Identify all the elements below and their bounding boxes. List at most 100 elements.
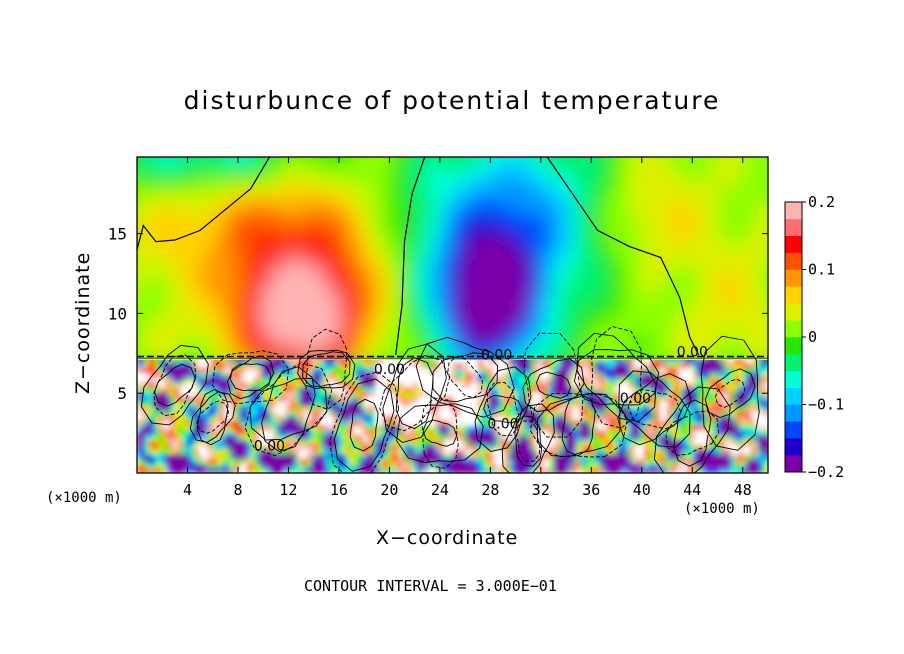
field-cell <box>704 350 712 358</box>
field-cell <box>319 285 327 294</box>
field-cell <box>465 256 473 265</box>
field-cell <box>553 350 561 358</box>
field-cell <box>490 321 498 330</box>
field-cell <box>597 307 605 315</box>
field-cell <box>478 149 485 157</box>
field-cell <box>246 425 252 431</box>
field-cell <box>220 449 225 455</box>
field-cell <box>314 401 320 407</box>
field-cell <box>174 292 182 301</box>
field-cell <box>698 278 706 287</box>
field-cell <box>402 184 409 193</box>
field-cell <box>420 271 428 279</box>
field-cell <box>477 307 485 315</box>
field-cell <box>761 357 768 360</box>
field-cell <box>269 328 277 337</box>
field-cell <box>159 415 165 421</box>
field-cell <box>288 292 296 301</box>
field-cell <box>685 213 693 222</box>
field-cell <box>288 328 296 337</box>
field-cell <box>163 396 168 402</box>
field-cell <box>692 335 700 344</box>
field-cell <box>648 256 656 265</box>
field-cell <box>603 321 611 330</box>
field-cell <box>148 439 153 445</box>
field-cell <box>186 391 191 397</box>
field-cell <box>370 142 377 150</box>
field-cell <box>140 453 146 460</box>
field-cell <box>225 307 233 315</box>
field-cell <box>193 444 199 450</box>
field-cell <box>263 299 271 308</box>
field-cell <box>534 192 542 200</box>
field-cell <box>156 142 163 150</box>
field-cell <box>282 307 290 315</box>
field-cell <box>162 206 170 215</box>
field-cell <box>515 263 523 272</box>
field-cell <box>227 391 233 397</box>
field-cell <box>566 192 573 200</box>
field-cell <box>774 156 781 164</box>
field-cell <box>162 184 170 193</box>
field-cell <box>190 425 195 431</box>
field-cell <box>496 206 504 215</box>
field-cell <box>190 372 195 378</box>
field-cell <box>433 307 441 315</box>
field-cell <box>420 357 428 360</box>
field-cell <box>273 434 278 440</box>
field-cell <box>159 444 165 450</box>
field-cell <box>648 278 656 287</box>
field-cell <box>761 299 768 308</box>
field-cell <box>224 360 229 364</box>
field-cell <box>231 192 239 200</box>
field-cell <box>237 357 245 360</box>
field-cell <box>137 228 144 236</box>
field-cell <box>383 263 390 272</box>
field-cell <box>386 420 392 426</box>
field-cell <box>244 184 252 193</box>
field-cell <box>755 170 763 179</box>
field-cell <box>149 285 157 294</box>
field-cell <box>231 285 239 294</box>
field-cell <box>144 401 149 407</box>
field-cell <box>566 299 573 308</box>
field-cell <box>187 249 195 258</box>
field-cell <box>761 350 768 358</box>
field-cell <box>250 410 255 417</box>
field-cell <box>254 382 259 388</box>
field-cell <box>484 271 491 279</box>
field-cell <box>376 235 384 243</box>
field-cell <box>402 292 409 301</box>
field-cell <box>318 405 324 412</box>
field-cell <box>338 177 346 186</box>
field-cell <box>528 285 536 294</box>
field-cell <box>717 192 725 200</box>
field-cell <box>566 292 573 301</box>
field-cell <box>152 468 157 473</box>
field-cell <box>352 372 358 378</box>
field-cell <box>572 177 580 186</box>
field-cell <box>667 278 674 287</box>
field-cell <box>515 220 523 229</box>
field-cell <box>197 458 202 464</box>
field-cell <box>171 449 176 455</box>
field-cell <box>736 263 744 272</box>
field-cell <box>616 256 624 265</box>
field-cell <box>351 177 359 186</box>
field-cell <box>641 163 649 172</box>
field-cell <box>275 192 283 200</box>
field-cell <box>244 235 252 243</box>
field-cell <box>171 468 176 473</box>
field-cell <box>318 372 324 378</box>
field-cell <box>155 372 161 378</box>
field-cell <box>193 420 199 426</box>
field-cell <box>723 220 731 229</box>
field-cell <box>547 220 555 229</box>
field-cell <box>364 177 372 186</box>
field-cell <box>352 425 358 431</box>
field-cell <box>148 405 153 412</box>
field-cell <box>376 314 384 322</box>
field-cell <box>162 149 169 157</box>
field-cell <box>711 163 719 172</box>
field-cell <box>314 449 320 455</box>
